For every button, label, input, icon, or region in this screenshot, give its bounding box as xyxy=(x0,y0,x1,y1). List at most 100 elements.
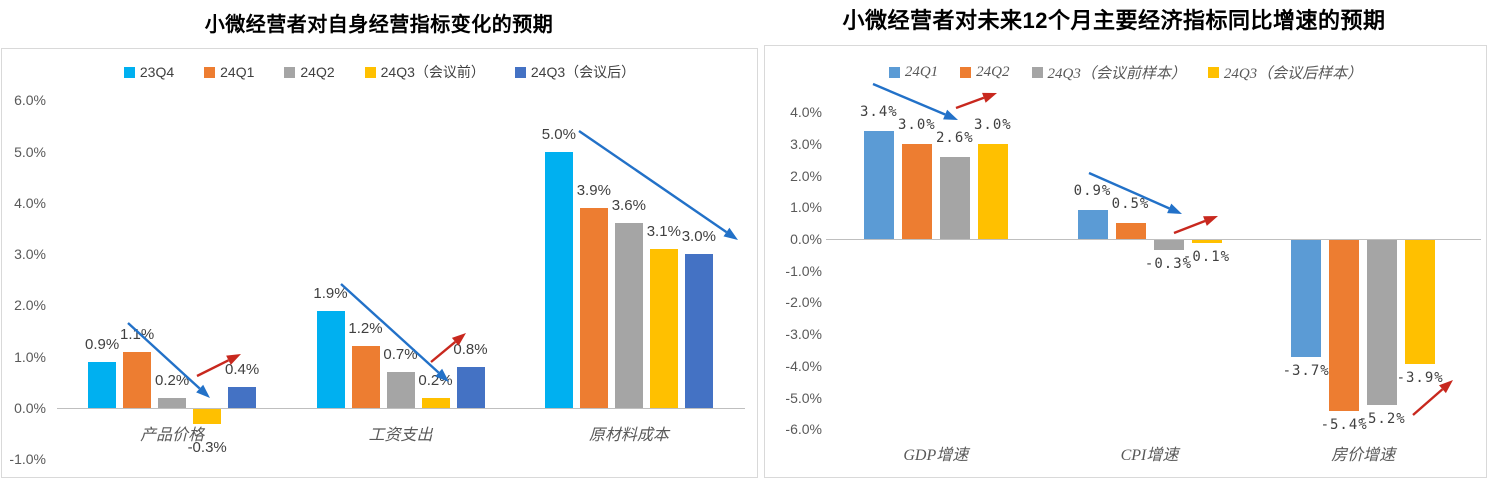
value-label: 3.0% xyxy=(681,228,716,246)
value-label: -3.9% xyxy=(1396,369,1444,386)
left-chart-frame xyxy=(1,48,758,478)
value-label: 5.0% xyxy=(541,125,576,143)
y-tick-label: 5.0% xyxy=(14,143,46,160)
value-label: 0.4% xyxy=(225,361,260,379)
bar xyxy=(1115,223,1146,239)
category-label: 原材料成本 xyxy=(588,427,669,444)
bar xyxy=(1077,210,1108,239)
legend-label: 24Q2 xyxy=(300,64,335,80)
value-label: -5.4% xyxy=(1320,417,1368,434)
y-tick-label: 4.0% xyxy=(14,194,46,211)
legend-label: 24Q1 xyxy=(904,64,939,80)
value-label: 0.9% xyxy=(85,335,120,353)
y-tick-label: 3.0% xyxy=(14,246,46,263)
y-tick-label: 4.0% xyxy=(790,104,822,121)
bar xyxy=(386,372,415,408)
legend-swatch-icon xyxy=(514,66,526,78)
category-label: 房价增速 xyxy=(1331,447,1396,464)
bar xyxy=(579,207,608,408)
right-chart-title: 小微经营者对未来12个月主要经济指标同比增速的预期 xyxy=(842,8,1386,33)
bar xyxy=(158,397,187,408)
value-label: -0.3% xyxy=(1144,255,1193,272)
bar xyxy=(316,310,345,408)
value-label: -0.1% xyxy=(1182,249,1231,266)
legend-label: 24Q3（会议前样本） xyxy=(1047,66,1186,82)
legend-label: 23Q4 xyxy=(139,64,175,80)
y-tick-label: -1.0% xyxy=(9,451,46,468)
y-tick-label: -5.0% xyxy=(785,389,822,406)
value-label: -0.3% xyxy=(187,439,227,457)
x-axis-line xyxy=(57,408,745,409)
bar xyxy=(193,409,222,425)
value-label: 1.9% xyxy=(313,284,348,302)
value-label: 0.2% xyxy=(155,371,190,389)
value-label: 0.7% xyxy=(383,346,418,364)
y-tick-label: -1.0% xyxy=(785,262,822,279)
legend-item: 24Q3（会议前样本） xyxy=(1031,62,1186,83)
bar xyxy=(1329,240,1360,412)
bar xyxy=(456,366,485,408)
legend-label: 24Q3（会议后） xyxy=(530,64,636,80)
category-label: CPI增速 xyxy=(1120,447,1179,464)
value-label: 3.0% xyxy=(897,116,936,133)
value-label: 1.2% xyxy=(348,320,383,338)
y-tick-label: -3.0% xyxy=(785,326,822,343)
left-chart-title: 小微经营者对自身经营指标变化的预期 xyxy=(204,14,554,36)
y-tick-label: -2.0% xyxy=(785,294,822,311)
legend-item: 24Q3（会议后） xyxy=(514,62,636,82)
category-label: GDP增速 xyxy=(903,447,969,464)
y-tick-label: 1.0% xyxy=(790,199,822,216)
legend-label: 24Q1 xyxy=(220,64,255,80)
legend-item: 23Q4 xyxy=(123,64,175,80)
category-label: 产品价格 xyxy=(140,427,205,444)
legend-swatch-icon xyxy=(284,66,296,78)
legend-swatch-icon xyxy=(960,67,972,78)
legend-swatch-icon xyxy=(1031,67,1043,78)
bar xyxy=(1367,240,1398,405)
bar xyxy=(1291,240,1322,358)
value-label: 2.6% xyxy=(935,129,974,146)
bar xyxy=(421,397,450,408)
bar xyxy=(614,223,643,408)
legend-item: 24Q3（会议前） xyxy=(364,62,485,82)
value-label: 3.6% xyxy=(611,197,646,215)
legend-item: 24Q1 xyxy=(888,64,939,81)
bar xyxy=(684,254,713,408)
y-tick-label: 0.0% xyxy=(14,400,46,416)
value-label: 0.5% xyxy=(1111,196,1150,213)
bar xyxy=(939,156,970,239)
y-tick-label: 6.0% xyxy=(14,92,46,109)
y-tick-label: -4.0% xyxy=(785,357,822,374)
y-tick-label: 0.0% xyxy=(790,231,822,247)
legend-item: 24Q3（会议后样本） xyxy=(1207,62,1363,83)
y-tick-label: 1.0% xyxy=(14,348,46,365)
legend-swatch-icon xyxy=(888,67,900,78)
legend: 23Q4 24Q1 24Q2 24Q3（会议前） 24Q3（会议后） xyxy=(1,62,758,82)
bar xyxy=(901,143,932,239)
category-label: 工资支出 xyxy=(368,427,433,444)
legend-swatch-icon xyxy=(364,66,376,78)
bar xyxy=(863,131,894,239)
bar xyxy=(544,151,573,408)
bar xyxy=(88,361,117,408)
legend-item: 24Q2 xyxy=(960,64,1010,81)
bar xyxy=(649,248,678,408)
legend-label: 24Q3（会议后样本） xyxy=(1223,66,1363,82)
value-label: 0.8% xyxy=(453,340,488,358)
legend-swatch-icon xyxy=(123,66,135,78)
legend: 24Q1 24Q2 24Q3（会议前样本） 24Q3（会议后样本） xyxy=(764,62,1487,83)
y-tick-label: 2.0% xyxy=(790,167,822,184)
bar xyxy=(1153,240,1184,250)
y-tick-label: -6.0% xyxy=(785,421,822,438)
value-label: -3.7% xyxy=(1282,363,1330,380)
bar xyxy=(1191,240,1222,244)
legend-item: 24Q2 xyxy=(284,64,335,80)
right-chart-frame xyxy=(764,45,1487,478)
value-label: 1.1% xyxy=(120,325,155,343)
legend-item: 24Q1 xyxy=(204,64,254,80)
legend-swatch-icon xyxy=(1207,67,1219,78)
x-axis-line xyxy=(826,239,1481,240)
y-tick-label: 2.0% xyxy=(14,297,46,314)
value-label: -5.2% xyxy=(1358,410,1406,427)
